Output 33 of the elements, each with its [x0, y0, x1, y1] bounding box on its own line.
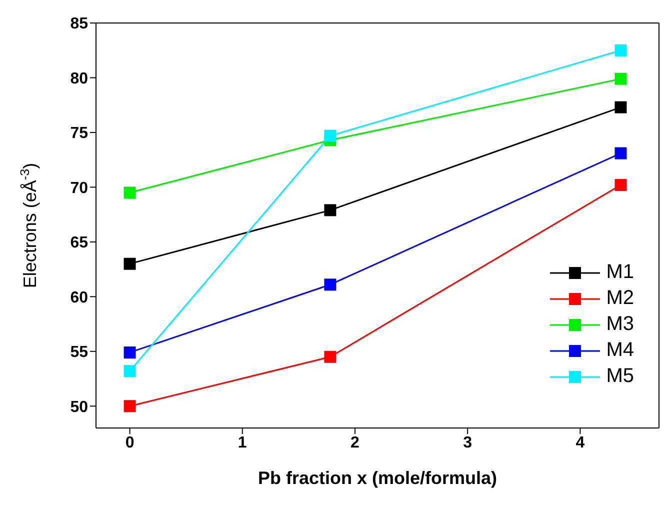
- x-tick-label: 3: [463, 434, 472, 452]
- point: [614, 44, 627, 56]
- y-tick-label: 65: [70, 234, 88, 252]
- legend-label: M1: [606, 261, 634, 284]
- x-axis-title: Pb fraction x (mole/formula): [258, 468, 498, 488]
- y-tick-label: 55: [70, 344, 88, 362]
- y-tick-label: 60: [70, 289, 88, 306]
- point: [124, 346, 136, 358]
- point: [324, 130, 336, 142]
- point: [614, 147, 627, 160]
- x-tick-label: 1: [238, 434, 247, 452]
- y-tick-label: 80: [70, 70, 88, 88]
- point: [614, 101, 627, 114]
- point: [124, 258, 136, 270]
- x-tick-label: 0: [125, 434, 134, 452]
- legend-label: M5: [606, 365, 634, 388]
- y-tick-label: 75: [70, 125, 88, 142]
- point: [124, 365, 136, 378]
- y-tick-label: 85: [70, 16, 88, 33]
- point: [614, 72, 627, 85]
- point: [324, 350, 336, 363]
- point: [324, 204, 336, 216]
- x-tick-label: 2: [350, 434, 360, 452]
- point: [124, 400, 136, 412]
- point: [124, 186, 136, 199]
- x-tick-label: 4: [576, 434, 585, 452]
- legend-label: M3: [606, 313, 634, 336]
- y-tick-label: 50: [70, 398, 88, 416]
- legend-label: M2: [606, 287, 634, 310]
- point: [324, 278, 336, 291]
- point: [614, 179, 627, 191]
- legend-label: M4: [606, 339, 634, 362]
- y-tick-label: 70: [70, 180, 88, 197]
